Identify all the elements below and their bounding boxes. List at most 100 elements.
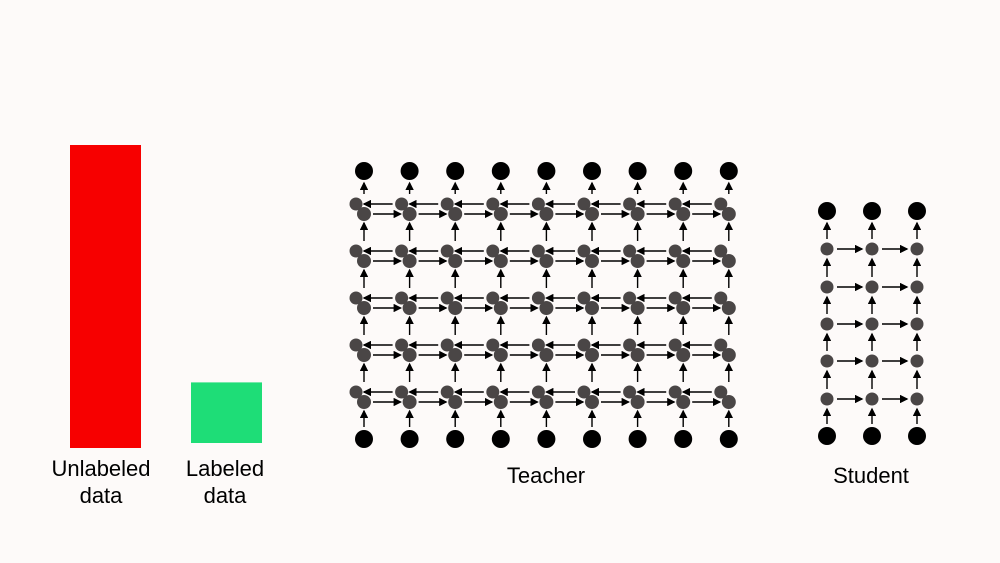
teacher-output-node [355, 162, 373, 180]
teacher-forward-node [402, 395, 417, 409]
teacher-input-node [446, 430, 465, 448]
student-input-node [863, 427, 881, 445]
teacher-backward-node [440, 291, 454, 305]
teacher-forward-node [402, 207, 417, 221]
teacher-forward-node [493, 254, 508, 268]
teacher-forward-node [539, 207, 554, 221]
teacher-forward-node [357, 301, 371, 315]
teacher-backward-node [486, 244, 500, 258]
teacher-backward-node [668, 338, 682, 352]
student-hidden-node [910, 317, 924, 331]
student-output-node [908, 202, 926, 220]
teacher-backward-node [531, 244, 545, 258]
teacher-forward-node [448, 348, 463, 362]
teacher-output-node [628, 162, 647, 180]
teacher-backward-node [486, 291, 500, 305]
teacher-label: Teacher [506, 463, 586, 488]
teacher-backward-node [349, 197, 363, 211]
teacher-forward-node [357, 207, 371, 221]
teacher-backward-node [349, 291, 363, 305]
labeled-data-bar [191, 382, 262, 443]
teacher-backward-node [714, 197, 728, 211]
teacher-backward-node [395, 338, 409, 352]
teacher-forward-node [630, 395, 645, 409]
teacher-backward-node [486, 197, 500, 211]
student-hidden-node [820, 242, 834, 256]
teacher-forward-node [448, 207, 463, 221]
unlabeled-label-line2: data [79, 483, 123, 508]
teacher-forward-node [448, 395, 463, 409]
teacher-forward-node [676, 254, 691, 268]
teacher-backward-node [395, 244, 409, 258]
labeled-label-line1: Labeled [185, 456, 265, 481]
teacher-backward-node [577, 291, 591, 305]
teacher-forward-node [493, 207, 508, 221]
teacher-input-node [583, 430, 601, 448]
teacher-output-node [446, 162, 465, 180]
teacher-forward-node [493, 348, 508, 362]
student-hidden-node [910, 242, 924, 256]
teacher-backward-node [577, 197, 591, 211]
teacher-input-node [628, 430, 647, 448]
teacher-forward-node [539, 395, 554, 409]
student-hidden-node [910, 280, 924, 294]
teacher-backward-node [714, 244, 728, 258]
teacher-forward-node [630, 348, 645, 362]
teacher-forward-node [721, 207, 736, 221]
teacher-forward-node [585, 254, 599, 268]
labeled-label-line2: data [203, 483, 247, 508]
teacher-forward-node [721, 301, 736, 315]
student-hidden-node [820, 392, 834, 406]
student-hidden-node [865, 280, 879, 294]
teacher-backward-node [623, 338, 637, 352]
student-output-node [818, 202, 836, 220]
unlabeled-data-label: Unlabeled data [31, 455, 171, 509]
teacher-forward-node [585, 301, 599, 315]
teacher-backward-node [440, 338, 454, 352]
teacher-forward-node [539, 301, 554, 315]
student-hidden-node [820, 354, 834, 368]
teacher-backward-node [440, 244, 454, 258]
teacher-backward-node [714, 385, 728, 399]
teacher-forward-node [493, 395, 508, 409]
teacher-forward-node [539, 348, 554, 362]
teacher-backward-node [349, 385, 363, 399]
unlabeled-label-line1: Unlabeled [51, 456, 151, 481]
teacher-backward-node [668, 197, 682, 211]
teacher-backward-node [577, 244, 591, 258]
teacher-backward-node [395, 385, 409, 399]
teacher-backward-node [668, 291, 682, 305]
student-hidden-node [820, 317, 834, 331]
teacher-output-node [537, 162, 556, 180]
teacher-forward-node [721, 395, 736, 409]
teacher-forward-node [357, 348, 371, 362]
teacher-backward-node [623, 385, 637, 399]
teacher-forward-node [721, 254, 736, 268]
teacher-forward-node [676, 395, 691, 409]
teacher-output-node [583, 162, 601, 180]
student-output-node [863, 202, 881, 220]
teacher-output-node [719, 162, 738, 180]
teacher-backward-node [486, 385, 500, 399]
teacher-input-node [355, 430, 373, 448]
teacher-forward-node [721, 348, 736, 362]
teacher-backward-node [577, 385, 591, 399]
teacher-backward-node [531, 338, 545, 352]
teacher-input-node [537, 430, 556, 448]
teacher-output-node [400, 162, 419, 180]
teacher-backward-node [440, 197, 454, 211]
teacher-backward-node [668, 385, 682, 399]
teacher-forward-node [357, 395, 371, 409]
student-hidden-node [910, 392, 924, 406]
student-hidden-node [865, 392, 879, 406]
teacher-forward-node [585, 348, 599, 362]
student-hidden-node [865, 242, 879, 256]
student-hidden-node [910, 354, 924, 368]
teacher-forward-node [630, 301, 645, 315]
teacher-output-node [491, 162, 510, 180]
teacher-backward-node [531, 291, 545, 305]
teacher-backward-node [531, 197, 545, 211]
teacher-forward-node [676, 301, 691, 315]
teacher-forward-node [676, 348, 691, 362]
